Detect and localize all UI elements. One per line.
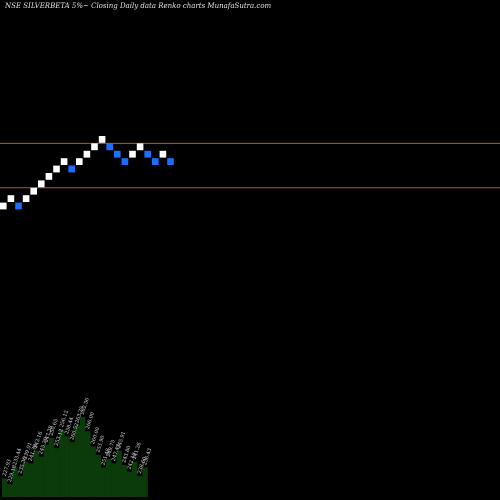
renko-brick-14 [106,143,113,151]
volume-bar-18 [95,454,101,497]
renko-brick-16 [121,158,129,165]
renko-brick-2 [15,202,22,210]
renko-brick-19 [144,150,151,158]
volume-label-25: 241.26 [132,442,143,460]
volume-label-27: 236.43 [142,448,153,466]
volume-label-6: 243.16 [33,431,44,449]
renko-brick-3 [22,195,30,202]
volume-label-8: 247.38 [43,425,54,443]
renko-brick-15 [114,150,121,158]
volume-bar-3 [17,475,23,497]
volume-label-17: 260.00 [90,427,101,445]
renko-brick-8 [60,158,68,165]
volume-bar-17 [90,446,96,497]
volume-bar-25 [132,461,138,497]
volume-bar-9 [48,438,55,497]
volume-label-20: 249.75 [106,439,117,457]
renko-brick-17 [129,150,136,158]
volume-bar-7 [38,456,44,497]
chart-title: NSE SILVERBETA 5%~ Closing Daily data Re… [5,2,272,10]
volume-label-4: 239.01 [22,442,33,460]
volume-bar-19 [100,467,107,497]
volume-label-24: 242.10 [126,452,137,470]
volume-bar-16 [85,431,91,497]
volume-label-11: 256.12 [59,410,70,428]
volume-label-7: 245.20 [38,437,49,455]
volume-label-1: 229.18 [7,464,18,482]
volume-bar-20 [106,459,112,497]
volume-bar-4 [22,461,29,497]
volume-bar-12 [64,436,70,497]
reference-lines [0,142,500,189]
volume-bar-8 [43,444,49,497]
volume-bar-26 [137,475,143,497]
volume-bar-21 [111,463,117,497]
volume-label-12: 258.44 [64,416,75,434]
renko-brick-12 [91,143,98,151]
volume-label-0: 227.93 [2,459,13,477]
volume-label-10: 253.12 [54,428,65,446]
volume-label-19: 251.48 [100,448,111,466]
renko-brick-0 [0,202,7,210]
volume-bar-22 [116,450,122,497]
volume-bar-5 [28,463,34,497]
volume-bar-6 [33,450,39,497]
renko-brick-22 [167,158,174,165]
volume-bar-14 [74,425,81,497]
volume-bar-11 [59,429,65,497]
volume-label-23: 243.80 [121,445,132,463]
volume-label-22: 245.91 [116,431,127,449]
renko-brick-21 [159,150,167,158]
renko-brick-11 [83,150,91,158]
volume-label-18: 253.90 [95,435,106,453]
volume-label-3: 235.36 [17,456,28,474]
renko-brick-1 [7,195,15,202]
renko-brick-5 [38,180,45,188]
volume-bar-10 [54,448,60,497]
renko-brick-6 [45,173,53,180]
volume-label-13: 260.52 [69,422,80,440]
volume-bar-23 [121,465,127,497]
renko-brick-9 [68,165,75,173]
volume-label-2: 233.44 [12,448,23,466]
renko-brick-7 [53,165,60,173]
volume-bar-15 [80,417,86,497]
volume-bar-27 [142,467,148,497]
volume-bar-24 [126,471,133,497]
volume-label-21: 247.43 [111,443,122,461]
volume-bar-13 [69,442,75,497]
volume-label-14: 263.75 [74,406,85,424]
renko-bricks [0,136,174,210]
volume-bar-2 [12,467,18,497]
volume-labels: 227.93229.18233.44235.36239.01241.30243.… [2,397,154,483]
volume-label-15: 262.56 [80,397,91,415]
renko-brick-20 [152,158,159,165]
volume-bar-0 [2,478,8,497]
volume-label-16: 266.00 [85,411,96,429]
volume-bars [2,417,148,497]
volume-label-26: 238.60 [137,456,148,474]
volume-bar-1 [7,484,13,497]
renko-brick-13 [98,136,106,143]
volume-label-9: 250.65 [48,418,59,436]
renko-brick-18 [136,143,144,151]
renko-brick-10 [76,158,83,165]
renko-brick-4 [30,187,37,195]
volume-label-5: 241.30 [28,443,39,461]
